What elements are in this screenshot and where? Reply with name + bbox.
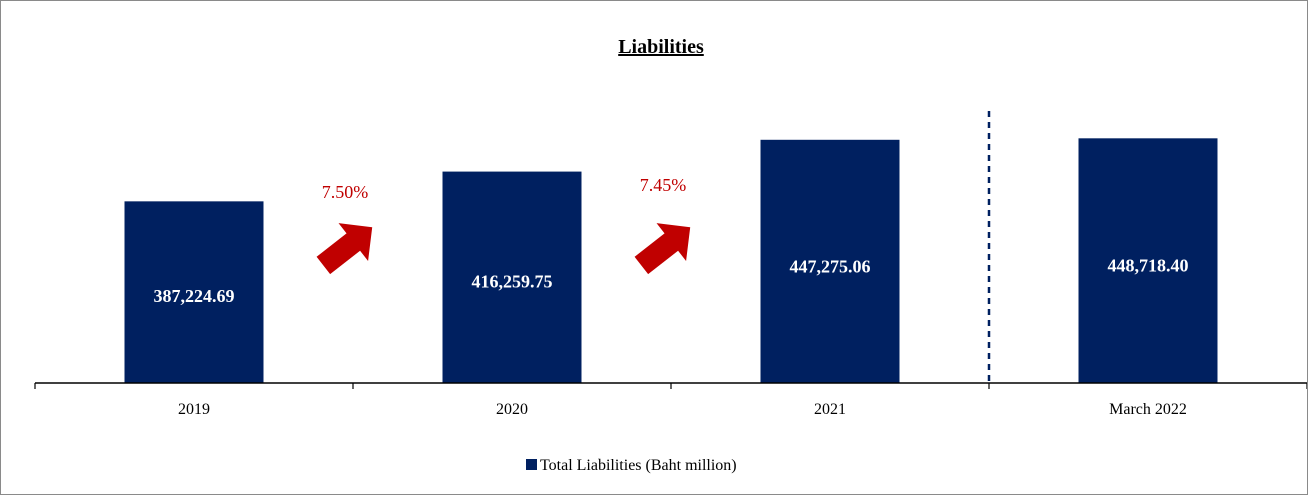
bar-2020 [442, 171, 582, 383]
bar-labels-layer: 387,224.69 416,259.75 447,275.06 448,718.40 [154, 256, 1189, 306]
growth-arrow-shape [316, 223, 373, 275]
bar-value-label: 416,259.75 [472, 272, 553, 292]
x-axis: 2019 2020 2021 March 2022 [34, 382, 1307, 418]
x-tick-label: 2021 [814, 401, 846, 418]
legend-label: Total Liabilities (Baht million) [540, 457, 737, 474]
legend: Total Liabilities (Baht million) [526, 457, 737, 474]
growth-arrow [634, 223, 691, 275]
x-tick-label: 2019 [178, 401, 210, 418]
growth-label: 7.45% [640, 175, 687, 195]
growth-label: 7.50% [322, 182, 369, 202]
x-tick-label: March 2022 [1109, 401, 1187, 418]
growth-arrow [316, 223, 373, 275]
bar-value-label: 387,224.69 [154, 286, 235, 306]
x-tick-label: 2020 [496, 401, 528, 418]
bar-value-label: 447,275.06 [790, 256, 871, 276]
bar-2021 [760, 139, 900, 383]
bar-march-2022 [1078, 138, 1218, 383]
bar-2019 [124, 201, 264, 383]
growth-arrow-shape [634, 223, 691, 275]
chart-title: Liabilities [618, 36, 704, 58]
bar-value-label: 448,718.40 [1108, 256, 1189, 276]
legend-swatch [526, 459, 537, 470]
bars-layer [124, 138, 1218, 383]
growth-arrows-layer: 7.50% 7.45% [316, 175, 691, 275]
